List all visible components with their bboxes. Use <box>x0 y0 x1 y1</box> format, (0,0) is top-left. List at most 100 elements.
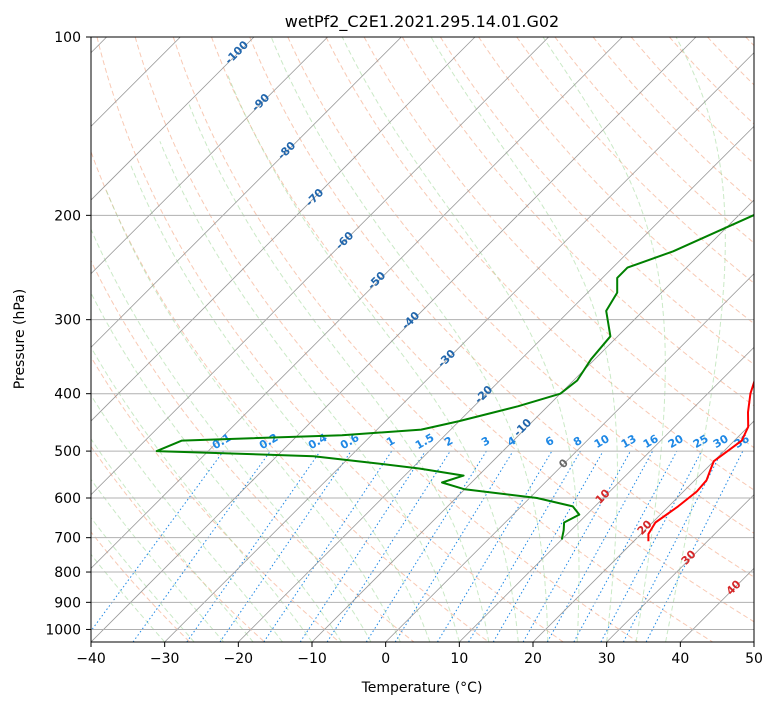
mixing-ratio-line <box>546 450 654 642</box>
moist-adiabat-line <box>91 516 195 642</box>
isotherm-label: -80 <box>275 139 298 162</box>
mixing-ratio-label: 16 <box>641 432 661 451</box>
mixing-ratio-line <box>326 450 451 642</box>
x-tick-label: −40 <box>76 651 106 667</box>
dry-adiabat-line <box>91 259 415 642</box>
mixing-ratio-label: 3 <box>479 434 492 449</box>
isotherm-label: 40 <box>724 577 744 597</box>
y-tick-label: 400 <box>54 387 81 403</box>
isotherm-line <box>238 125 754 642</box>
y-tick-label: 600 <box>54 491 81 507</box>
moist-adiabat-line <box>188 104 490 642</box>
dry-adiabat-line <box>91 531 191 642</box>
moist-adiabat-line <box>91 438 254 642</box>
chart-title: wetPf2_C2E1.2021.295.14.01.G02 <box>285 12 559 32</box>
mixing-ratio-line <box>394 450 514 642</box>
x-tick-label: 30 <box>598 651 616 667</box>
isotherm-line <box>532 420 754 642</box>
isotherm-label: -50 <box>365 269 388 292</box>
moist-adiabat-line <box>91 228 372 642</box>
isotherm-line <box>91 37 476 422</box>
x-axis-label: Temperature (°C) <box>361 680 483 696</box>
isotherm-label: -20 <box>472 383 495 406</box>
temperature-profile-line <box>647 379 754 542</box>
isotherm-line <box>91 37 549 496</box>
mixing-ratio-label: 1.5 <box>413 431 436 452</box>
dry-adiabat-line <box>172 37 713 642</box>
mixing-ratio-label: 10 <box>592 432 612 451</box>
isotherm-line <box>91 37 402 348</box>
isotherm-line <box>164 52 754 642</box>
isotherm-label: 30 <box>679 547 699 567</box>
y-tick-label: 200 <box>54 208 81 224</box>
profile-series <box>155 213 754 542</box>
mixing-ratio-line <box>468 450 581 642</box>
mixing-ratio-line <box>186 450 321 642</box>
plot-frame <box>90 36 755 643</box>
x-tick-label: 10 <box>450 651 468 667</box>
mixing-ratio-line <box>91 450 224 632</box>
isotherm-line <box>91 37 623 569</box>
y-tick-label: 1000 <box>45 622 81 638</box>
dry-adiabat-line <box>91 445 265 642</box>
y-axis: 100 200 300 400 500 600 700 800 900 1000 <box>45 30 91 638</box>
y-tick-label: 800 <box>54 565 81 581</box>
moist-adiabat-line <box>104 188 401 642</box>
isotherm-line <box>91 37 255 201</box>
mixing-ratio-line <box>299 450 426 642</box>
mixing-ratio-line <box>365 450 487 642</box>
moist-adiabat-line <box>91 292 342 642</box>
x-tick-label: −10 <box>297 651 327 667</box>
dry-adiabat-line <box>249 37 754 578</box>
mixing-ratio-line <box>219 450 352 642</box>
isotherm-line <box>606 494 754 642</box>
dry-adiabat-line <box>325 37 754 491</box>
moist-adiabat-line <box>91 394 283 642</box>
isotherm-line <box>680 567 754 642</box>
mixing-ratio-label: 1 <box>384 434 397 449</box>
dry-adiabat-line <box>134 37 639 642</box>
moist-adiabat-line <box>159 141 460 642</box>
isotherm-label: -10 <box>511 416 534 439</box>
isotherm-label: -100 <box>222 38 251 67</box>
isotherm-line <box>753 641 754 642</box>
dewpoint-profile-line <box>155 213 754 540</box>
dry-adiabat-line <box>630 37 754 165</box>
dry-adiabat-line <box>707 37 754 86</box>
y-tick-label: 100 <box>54 30 81 46</box>
isotherm-label: -40 <box>399 309 422 332</box>
dry-adiabat-line <box>401 37 754 407</box>
mixing-ratio-label: 6 <box>543 434 556 449</box>
x-axis: −40 −30 −20 −10 0 10 20 30 40 50 <box>76 642 763 667</box>
mixing-ratio-label: 8 <box>571 434 584 449</box>
isotherm-line <box>385 273 754 642</box>
mixing-ratio-line <box>600 450 702 642</box>
mixing-ratio-line <box>492 450 604 642</box>
dry-adiabat-line <box>96 37 564 642</box>
dry-adiabat-line <box>745 37 754 47</box>
isotherm-line <box>459 346 754 642</box>
x-tick-label: −30 <box>150 651 180 667</box>
isotherm-line <box>311 199 754 642</box>
y-tick-label: 700 <box>54 531 81 547</box>
mixing-ratio-label: 13 <box>619 432 639 451</box>
background-lines <box>91 37 754 642</box>
dry-adiabat-line <box>287 37 754 534</box>
moist-adiabat-line <box>91 346 313 642</box>
mixing-ratio-line <box>436 450 553 642</box>
moist-adiabat-line <box>91 553 166 642</box>
mixing-ratio-label: 30 <box>711 432 731 451</box>
moist-adiabat-line <box>430 37 618 642</box>
mixing-ratio-line <box>132 450 271 642</box>
x-tick-label: 20 <box>524 651 542 667</box>
mixing-ratio-label: 2 <box>442 434 455 449</box>
x-tick-label: 40 <box>671 651 689 667</box>
y-tick-label: 900 <box>54 595 81 611</box>
moist-adiabat-line <box>341 37 580 642</box>
mixing-ratio-label: 20 <box>666 432 686 451</box>
moist-adiabat-line <box>226 72 519 642</box>
pressure-grid <box>91 37 754 630</box>
isotherm-label: 10 <box>593 486 613 506</box>
dry-adiabat-line <box>91 355 340 642</box>
